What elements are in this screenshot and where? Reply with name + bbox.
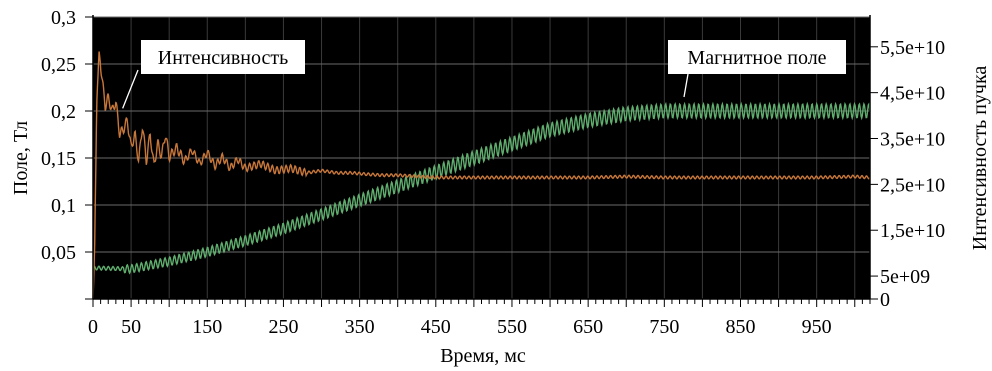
x-tick-label: 750	[649, 316, 679, 338]
y-right-tick-label: 5e+09	[880, 266, 930, 288]
y-right-tick-label: 3,5e+10	[880, 129, 945, 151]
x-tick-label: 0	[88, 316, 98, 338]
annotation-box-field	[668, 40, 846, 74]
y-axis-left-label: Поле, Тл	[10, 121, 32, 195]
x-axis-label: Время, мс	[440, 345, 526, 367]
x-tick-label: 50	[121, 316, 141, 338]
x-tick-label: 850	[726, 316, 756, 338]
x-tick-label: 950	[802, 316, 832, 338]
x-tick-label: 550	[497, 316, 527, 338]
y-left-tick-label: 0,25	[41, 54, 76, 76]
y-left-tick-label: 0,2	[51, 101, 76, 123]
y-left-tick-label: 0,1	[51, 195, 76, 217]
y-left-tick-label: 0,15	[41, 148, 76, 170]
y-left-tick-label: 0,05	[41, 242, 76, 264]
annotation-leader-intensity	[122, 69, 139, 109]
series-line-intensity	[92, 51, 871, 300]
annotation-box-intensity	[141, 40, 305, 74]
y-right-tick-label: 5,5e+10	[880, 37, 945, 59]
x-tick-label: 650	[573, 316, 603, 338]
y-right-tick-label: 2,5e+10	[880, 174, 945, 196]
annotation-leader-field	[683, 73, 689, 98]
series-line-magnetic-field	[92, 101, 871, 275]
x-tick-label: 250	[268, 316, 298, 338]
y-right-tick-label: 0	[880, 289, 890, 311]
y-right-tick-label: 1,5e+10	[880, 220, 945, 242]
annotation-label-intensity: Интенсивность	[158, 47, 288, 69]
x-tick-label: 150	[192, 316, 222, 338]
x-tick-label: 450	[421, 316, 451, 338]
annotation-label-field: Магнитное поле	[687, 47, 826, 69]
y-left-tick-label: 0,3	[51, 7, 76, 29]
y-right-tick-label: 4,5e+10	[880, 83, 945, 105]
x-tick-label: 350	[345, 316, 375, 338]
y-axis-right-label: Интенсивность пучка	[969, 66, 991, 251]
